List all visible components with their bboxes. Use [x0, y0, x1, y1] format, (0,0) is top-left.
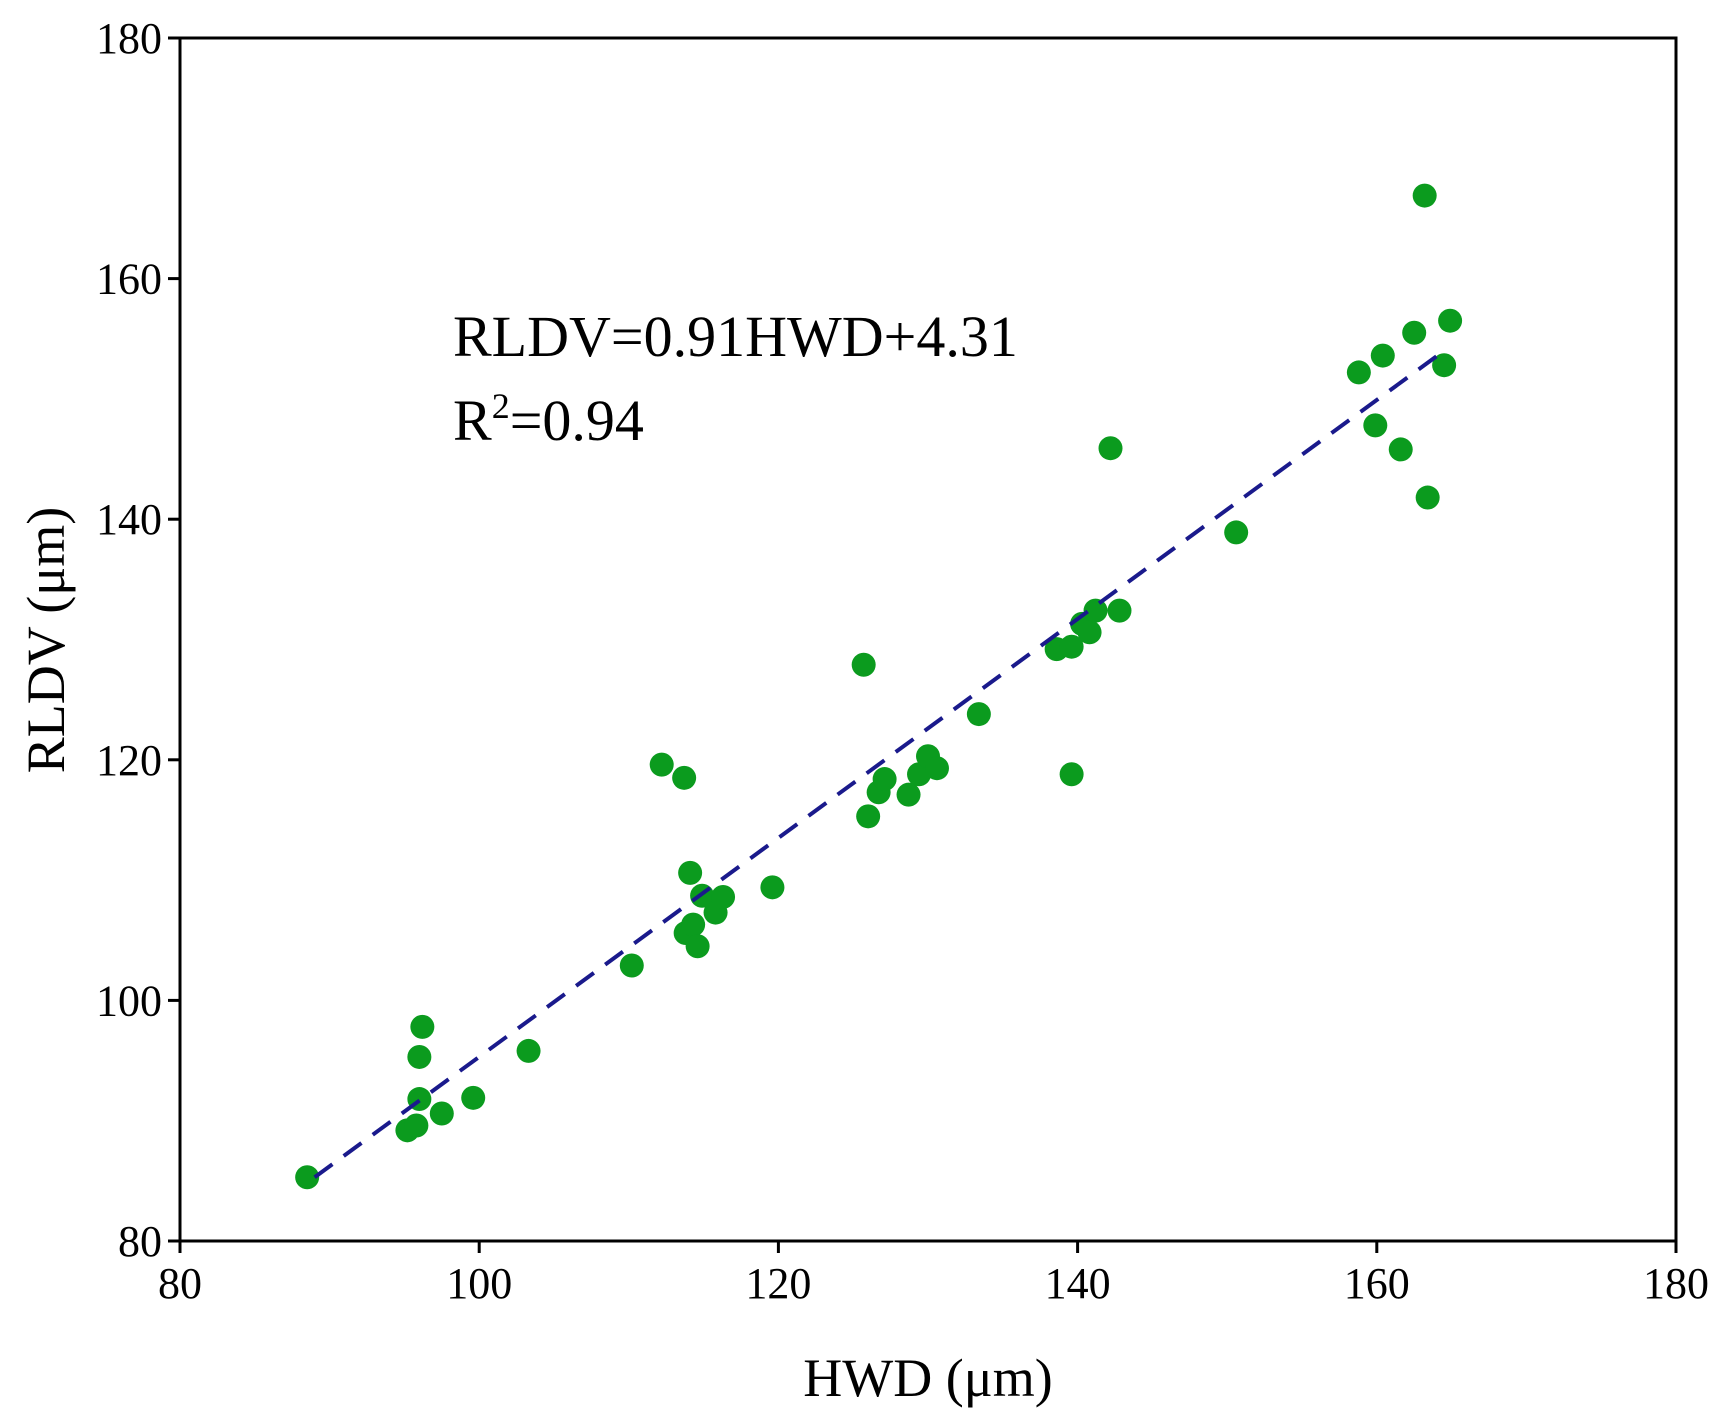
data-point — [295, 1165, 320, 1190]
r-squared-prefix: R — [453, 388, 492, 453]
data-point — [672, 765, 697, 790]
data-point — [410, 1014, 435, 1039]
data-point — [685, 934, 710, 959]
data-point — [1059, 634, 1084, 659]
data-point — [1438, 308, 1463, 333]
r-squared-superscript: 2 — [492, 386, 510, 426]
plot-frame — [178, 36, 1678, 1243]
data-point — [516, 1038, 541, 1063]
data-point — [1388, 437, 1413, 462]
data-point — [429, 1101, 454, 1126]
data-point — [407, 1044, 432, 1069]
y-tick-label: 160 — [96, 255, 162, 304]
y-tick-label: 100 — [96, 976, 162, 1025]
fit-line-layer — [313, 349, 1446, 1179]
data-point — [1412, 183, 1437, 208]
x-axis: 80 100 120 140 160 180 — [158, 1241, 1709, 1308]
data-point — [896, 782, 921, 807]
x-tick-label: 180 — [1643, 1259, 1709, 1308]
x-tick-label: 140 — [1045, 1259, 1111, 1308]
data-point — [649, 752, 674, 777]
y-tick-label: 120 — [96, 736, 162, 785]
fit-equation: RLDV=0.91HWD+4.31 — [453, 304, 1018, 369]
data-point — [1370, 343, 1395, 368]
x-tick-label: 160 — [1344, 1259, 1410, 1308]
data-point — [872, 767, 897, 792]
data-point — [404, 1113, 429, 1138]
y-tick-label: 140 — [96, 495, 162, 544]
data-point — [1059, 762, 1084, 787]
x-tick-label: 120 — [745, 1259, 811, 1308]
data-point — [1098, 436, 1123, 461]
data-point — [1415, 485, 1440, 510]
data-point — [461, 1085, 486, 1110]
data-point — [1224, 520, 1249, 545]
x-tick-label: 100 — [446, 1259, 512, 1308]
data-point — [1077, 620, 1102, 645]
regression-fit-line — [313, 349, 1446, 1179]
data-point — [856, 804, 881, 829]
x-tick-label: 80 — [158, 1259, 202, 1308]
data-point — [966, 702, 991, 727]
data-point — [924, 756, 949, 781]
data-point — [1107, 598, 1132, 623]
y-axis-title: RLDV (μm) — [16, 507, 76, 773]
data-point — [1363, 413, 1388, 438]
data-point — [760, 875, 785, 900]
data-point — [619, 953, 644, 978]
y-axis: 80 100 120 140 160 180 — [96, 14, 180, 1266]
data-point — [1432, 353, 1457, 378]
data-point — [851, 652, 876, 677]
data-point — [711, 884, 736, 909]
x-axis-title: HWD (μm) — [803, 1348, 1052, 1408]
points-layer — [295, 183, 1463, 1190]
data-point — [681, 912, 706, 937]
r-squared-label: R2=0.94 — [453, 386, 644, 453]
data-point — [1083, 598, 1108, 623]
r-squared-value: =0.94 — [510, 388, 644, 453]
data-point — [678, 860, 703, 885]
data-point — [1346, 360, 1371, 385]
data-point — [1402, 320, 1427, 345]
y-tick-label: 80 — [118, 1217, 162, 1266]
y-tick-label: 180 — [96, 14, 162, 63]
